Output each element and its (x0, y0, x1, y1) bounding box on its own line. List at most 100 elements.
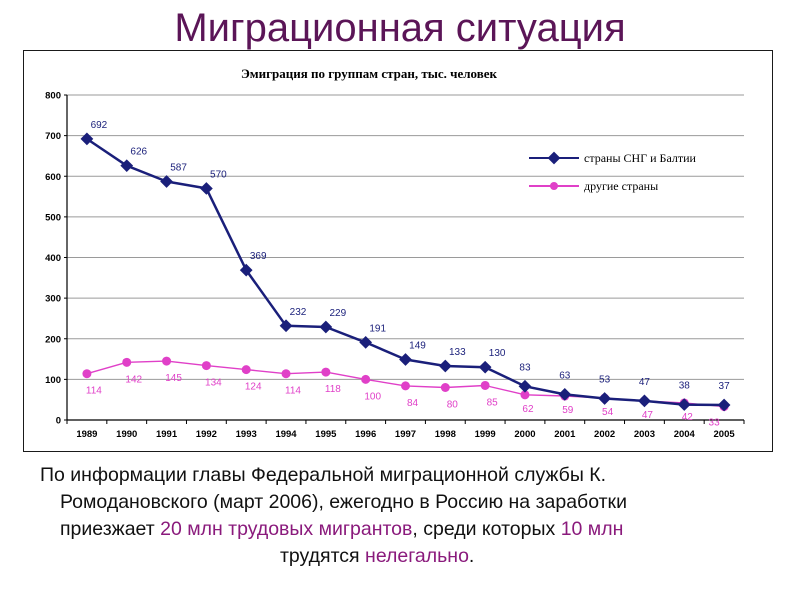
caption-line-1: По информации главы Федеральной миграцио… (40, 464, 607, 486)
data-label-cis: 229 (330, 308, 347, 319)
data-label-cis: 191 (369, 323, 386, 334)
data-label-other: 80 (447, 400, 459, 411)
point-other (201, 361, 211, 371)
point-other (440, 383, 450, 392)
point-cis (717, 398, 731, 412)
x-tick-label: 2003 (634, 429, 655, 440)
x-tick-label: 2005 (714, 429, 736, 440)
highlight-illegal: нелегально (365, 545, 469, 567)
point-cis (478, 360, 492, 374)
point-cis (160, 175, 173, 188)
slide-title: Миграционная ситуация (174, 6, 626, 50)
caption-line-3: приезжает 20 млн трудовых мигрантов, сре… (40, 516, 770, 543)
point-other (520, 390, 530, 400)
point-cis (399, 353, 412, 366)
data-label-cis: 37 (719, 381, 731, 392)
point-cis (518, 379, 532, 393)
y-tick-label: 0 (56, 416, 61, 427)
point-cis (598, 392, 611, 405)
legend-marker-cis (547, 151, 561, 165)
data-label-other: 142 (125, 374, 142, 385)
x-tick-label: 1995 (315, 429, 337, 440)
data-label-other: 54 (602, 407, 614, 418)
y-tick-label: 600 (45, 172, 61, 183)
highlight-10mln: 10 млн (560, 518, 624, 540)
chart-legend: страны СНГ и Балтии другие страны (529, 151, 697, 193)
data-label-other: 114 (285, 386, 301, 397)
data-label-cis: 53 (599, 374, 611, 385)
data-label-other: 42 (682, 412, 694, 423)
data-label-cis: 130 (489, 348, 506, 359)
x-tick-label: 1992 (196, 429, 217, 440)
y-tick-label: 800 (45, 91, 61, 102)
caption-text-d: . (468, 545, 475, 567)
legend-label-other: другие страны (584, 179, 658, 193)
point-cis (359, 336, 373, 349)
data-label-cis: 47 (639, 377, 651, 388)
data-label-other: 62 (522, 404, 534, 415)
caption-text-b: , среди которых (412, 518, 561, 540)
point-other (361, 374, 371, 384)
point-other (321, 367, 331, 377)
data-label-other: 134 (205, 378, 222, 389)
point-cis (279, 319, 293, 333)
data-label-other: 124 (245, 382, 262, 393)
x-tick-label: 1990 (116, 429, 137, 440)
legend-marker-other (550, 182, 558, 190)
data-label-cis: 149 (409, 340, 426, 351)
x-tick-label: 1998 (435, 429, 456, 440)
y-tick-label: 700 (45, 131, 61, 142)
data-label-other: 47 (642, 410, 654, 421)
chart-title: Эмиграция по группам стран, тыс. человек (241, 66, 498, 81)
gridlines (67, 94, 744, 380)
data-label-other: 33 (709, 418, 721, 429)
data-label-cis: 63 (559, 370, 571, 381)
point-cis (558, 388, 572, 401)
point-cis (638, 394, 651, 408)
x-tick-label: 1994 (275, 429, 297, 440)
x-tick-label: 1996 (355, 429, 376, 440)
point-cis (677, 398, 691, 411)
data-label-other: 145 (165, 373, 182, 384)
point-other (241, 365, 251, 375)
migration-chart: Эмиграция по группам стран, тыс. человек… (45, 66, 745, 440)
y-tick-label: 400 (45, 253, 61, 264)
series-lines (80, 132, 731, 412)
axes: 0 100 200 300 400 500 600 700 800 1989 1990 1991 199… (45, 91, 745, 440)
x-tick-label: 2004 (674, 429, 696, 440)
legend-label-cis: страны СНГ и Балтии (584, 151, 697, 165)
highlight-migrants: 20 млн трудовых мигрантов (160, 518, 413, 540)
point-other (162, 356, 172, 366)
point-other (401, 381, 410, 391)
point-other (122, 357, 132, 367)
data-label-cis: 369 (250, 251, 267, 262)
point-cis (438, 359, 452, 373)
y-tick-label: 100 (45, 375, 61, 386)
data-label-cis: 83 (519, 362, 531, 373)
point-other (480, 380, 490, 390)
point-cis (239, 263, 253, 277)
x-tick-label: 1997 (395, 429, 416, 440)
data-label-cis: 692 (91, 120, 108, 131)
x-tick-label: 2000 (514, 429, 535, 440)
data-label-other: 100 (364, 391, 381, 402)
x-tick-label: 1993 (236, 429, 257, 440)
point-other (281, 369, 291, 379)
data-label-cis: 133 (449, 347, 466, 358)
caption-text: По информации главы Федеральной миграцио… (40, 462, 770, 570)
data-label-cis: 570 (210, 169, 227, 180)
data-labels: 692 626 587 570 369 232 229 191 149 133 130 83 63 53 4… (86, 120, 730, 429)
caption-text-a: приезжает (60, 518, 161, 540)
point-other (82, 369, 92, 379)
y-tick-label: 500 (45, 212, 61, 223)
data-label-cis: 232 (290, 307, 307, 318)
y-tick-label: 200 (45, 334, 61, 345)
data-label-other: 118 (325, 384, 341, 395)
x-tick-label: 1991 (156, 429, 178, 440)
x-tick-label: 1999 (475, 429, 496, 440)
point-cis (200, 182, 213, 195)
x-tick-label: 1989 (76, 429, 97, 440)
chart-frame: Эмиграция по группам стран, тыс. человек… (23, 50, 773, 452)
x-tick-label: 2001 (554, 429, 576, 440)
point-cis (120, 159, 134, 173)
